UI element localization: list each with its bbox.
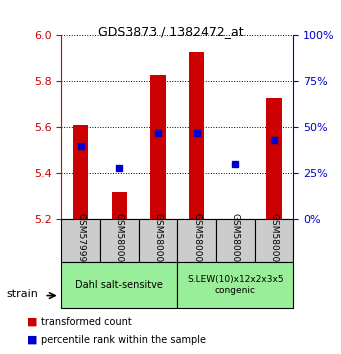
Text: GSM580002: GSM580002 bbox=[192, 213, 201, 268]
Text: ■: ■ bbox=[27, 335, 38, 345]
FancyBboxPatch shape bbox=[177, 219, 216, 262]
Bar bbox=[266, 98, 282, 219]
Text: S.LEW(10)x12x2x3x5
congenic: S.LEW(10)x12x2x3x5 congenic bbox=[187, 275, 284, 295]
Text: ■: ■ bbox=[27, 317, 38, 327]
FancyBboxPatch shape bbox=[61, 219, 100, 262]
Text: GDS3873 / 1382472_at: GDS3873 / 1382472_at bbox=[98, 25, 243, 38]
Text: strain: strain bbox=[7, 289, 39, 299]
Text: GSM580001: GSM580001 bbox=[153, 213, 163, 268]
Text: Dahl salt-sensitve: Dahl salt-sensitve bbox=[75, 280, 163, 290]
Bar bbox=[189, 52, 204, 219]
Text: percentile rank within the sample: percentile rank within the sample bbox=[41, 335, 206, 345]
FancyBboxPatch shape bbox=[216, 219, 255, 262]
Text: GSM580000: GSM580000 bbox=[115, 213, 124, 268]
FancyBboxPatch shape bbox=[61, 262, 177, 308]
Text: transformed count: transformed count bbox=[41, 317, 132, 327]
FancyBboxPatch shape bbox=[255, 219, 293, 262]
FancyBboxPatch shape bbox=[177, 262, 293, 308]
Bar bbox=[112, 192, 127, 219]
Text: GSM579999: GSM579999 bbox=[76, 213, 85, 268]
FancyBboxPatch shape bbox=[139, 219, 177, 262]
Text: GSM580003: GSM580003 bbox=[231, 213, 240, 268]
Bar bbox=[73, 125, 88, 219]
FancyBboxPatch shape bbox=[100, 219, 139, 262]
Text: GSM580004: GSM580004 bbox=[269, 213, 279, 268]
Bar bbox=[150, 75, 166, 219]
